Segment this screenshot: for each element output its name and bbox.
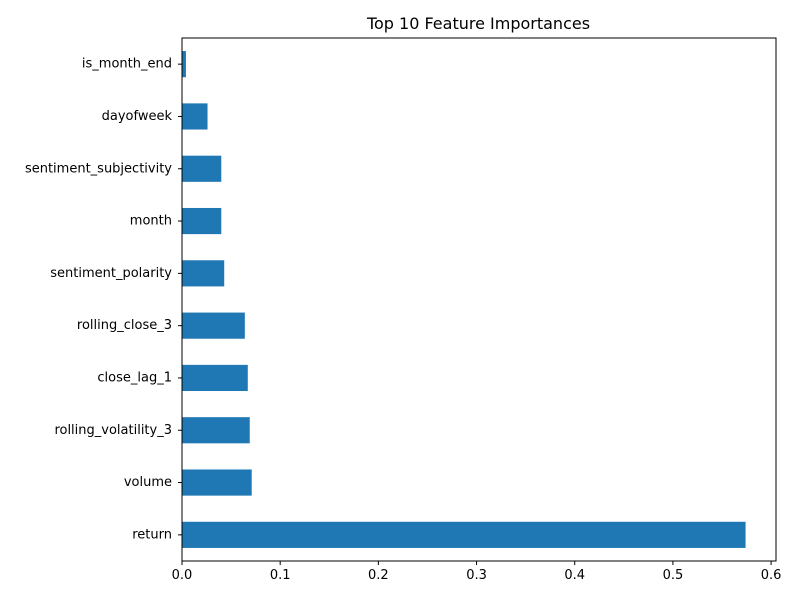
y-tick-label: dayofweek [102, 109, 173, 124]
bar-volume [182, 469, 252, 496]
x-tick-label: 0.4 [564, 568, 585, 583]
x-axis-ticks: 0.0 0.1 0.2 0.3 0.4 0.5 0.6 [172, 561, 782, 583]
bar-return [182, 521, 746, 548]
bars-layer [182, 51, 746, 548]
y-tick-label: sentiment_subjectivity [25, 161, 172, 176]
bar-rolling-close-3 [182, 312, 245, 339]
x-tick-label: 0.0 [172, 568, 193, 583]
bar-dayofweek [182, 103, 208, 130]
y-tick-label: rolling_volatility_3 [54, 423, 172, 438]
x-tick-label: 0.5 [663, 568, 684, 583]
y-tick-label: return [132, 527, 172, 542]
y-tick-label: month [130, 214, 172, 229]
y-tick-label: close_lag_1 [97, 370, 172, 385]
x-tick-label: 0.6 [761, 568, 782, 583]
bar-sentiment-subjectivity [182, 155, 222, 182]
x-tick-label: 0.2 [368, 568, 389, 583]
y-tick-label: rolling_close_3 [77, 318, 172, 333]
axes-frame [181, 37, 777, 562]
bar-is-month-end [182, 51, 186, 78]
x-tick-label: 0.3 [466, 568, 487, 583]
x-tick-label: 0.1 [270, 568, 291, 583]
y-axis-ticks: return volume rolling_volatility_3 close_la… [25, 57, 182, 542]
bar-close-lag-1 [182, 364, 248, 392]
bar-sentiment-polarity [182, 260, 225, 287]
y-tick-label: volume [124, 475, 172, 490]
chart-title: Top 10 Feature Importances [366, 14, 590, 33]
y-tick-label: is_month_end [82, 57, 172, 72]
bar-rolling-volatility-3 [182, 417, 250, 444]
bar-month [182, 207, 222, 235]
y-tick-label: sentiment_polarity [50, 266, 172, 281]
